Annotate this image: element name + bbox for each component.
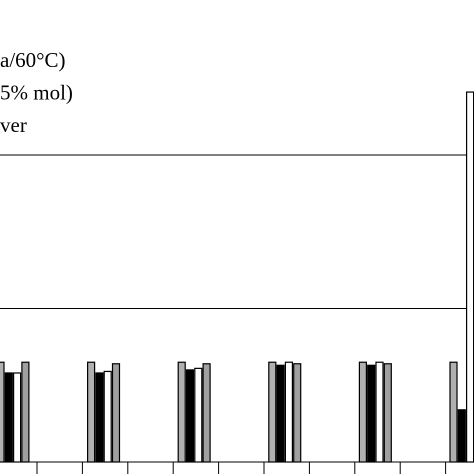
bar [177,361,186,463]
bar [466,91,474,463]
bar [268,361,277,463]
bar [358,361,367,463]
bar [13,372,22,463]
bar [293,363,302,463]
bar [86,361,96,463]
bar [284,361,293,463]
bar [0,361,5,463]
bar [185,369,195,463]
bar [375,361,384,463]
bar [4,372,13,463]
bar [457,409,466,463]
legend-label: ver [0,113,27,137]
bar [111,363,121,463]
bar [21,361,30,463]
bar [276,364,285,463]
bar [449,361,458,463]
bar [194,367,203,463]
bar [367,364,376,463]
legend-label: a/60°C) [0,48,66,72]
legend-label: 5% mol) [0,80,73,104]
bar [383,363,392,463]
bar [202,363,211,463]
bar [103,370,112,463]
bar [95,372,104,463]
